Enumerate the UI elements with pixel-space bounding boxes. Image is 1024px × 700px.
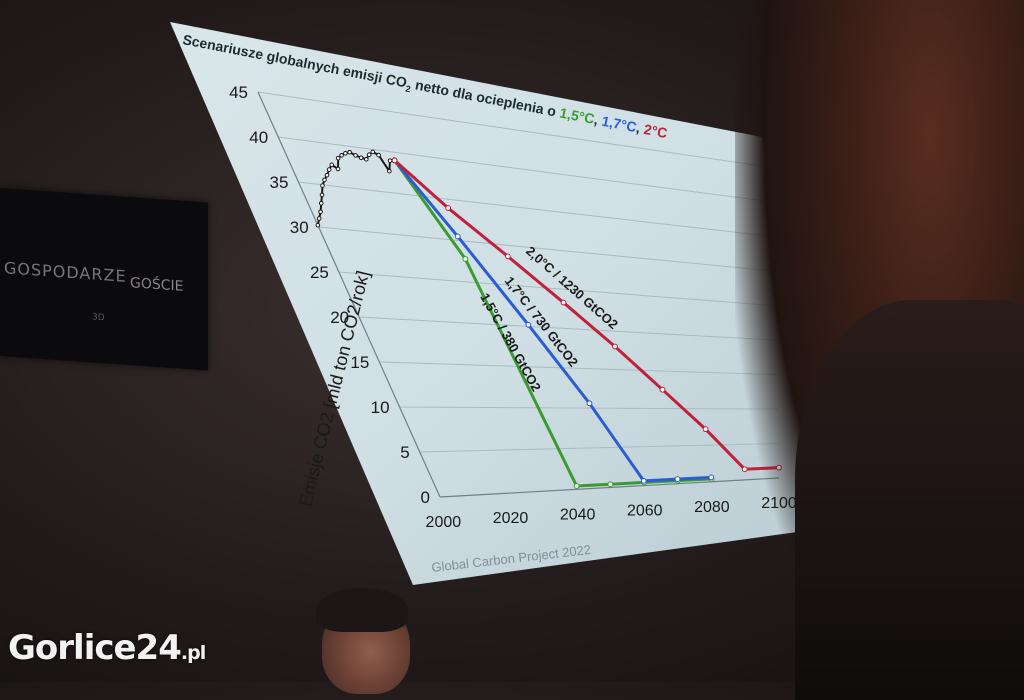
y-gridline [379, 361, 778, 376]
y-gridline [338, 271, 777, 307]
series-point [322, 177, 327, 183]
series-point [462, 256, 469, 262]
y-gridline [298, 181, 776, 238]
series-point [335, 166, 341, 172]
series-point [364, 156, 369, 162]
projection-screen [170, 22, 826, 585]
series-point [573, 483, 580, 489]
y-tick-label: 40 [249, 128, 268, 147]
series-point [358, 155, 364, 161]
series-point [366, 152, 372, 157]
y-gridline [419, 443, 779, 453]
y-tick-label: 20 [330, 308, 349, 327]
x-tick-label: 2060 [627, 503, 663, 520]
series-point [376, 152, 381, 158]
y-gridline [399, 406, 779, 410]
y-tick-label: 25 [310, 263, 329, 282]
watermark-tld: .pl [180, 642, 206, 664]
series-point [326, 167, 332, 172]
y-axis-line [257, 91, 441, 498]
x-axis-line [439, 477, 780, 498]
series-point [391, 157, 398, 164]
title-target-1-5: 1,5°C [558, 104, 596, 126]
series-point [318, 209, 323, 215]
series-point [612, 343, 618, 350]
series-point [339, 152, 344, 158]
y-tick-label: 15 [350, 353, 369, 372]
audience-member-right [735, 0, 1024, 700]
y-tick-label: 5 [400, 443, 409, 462]
y-gridline [257, 91, 776, 169]
series-point [454, 233, 461, 240]
series-point [674, 476, 681, 483]
y-tick-label: 10 [371, 398, 390, 417]
series-point [343, 150, 348, 156]
series-point [335, 155, 341, 161]
y-tick-label: 30 [290, 218, 309, 237]
series-point [329, 162, 335, 168]
y-gridline [318, 226, 777, 272]
y-tick-label: 45 [229, 83, 248, 102]
series-point [525, 321, 532, 328]
title-target-1-7: 1,7°C [600, 113, 638, 135]
series-point [320, 183, 325, 188]
series-point [319, 192, 325, 198]
series-point [370, 149, 376, 155]
y-gridline [359, 316, 778, 341]
title-target-2-0: 2°C [643, 121, 669, 141]
y-tick-label: 35 [270, 173, 289, 192]
series-point [708, 474, 715, 481]
series-point [640, 477, 647, 484]
series-point [316, 216, 322, 221]
x-tick-label: 2000 [426, 514, 462, 531]
series-point [353, 153, 358, 158]
y-tick-label: 0 [421, 488, 430, 507]
audience-member-shoulder [795, 300, 1024, 700]
series-point [387, 158, 393, 163]
series-point [659, 386, 666, 393]
series-point [324, 172, 330, 178]
series-point [560, 299, 567, 306]
series-point [315, 222, 321, 228]
watermark-name: Gorlice24 [8, 628, 182, 668]
series-point [445, 205, 452, 211]
x-tick-label: 2040 [560, 506, 596, 523]
projected-slide: Scenariusze globalnych emisji CO2 netto … [170, 22, 826, 585]
x-tick-label: 2020 [493, 510, 529, 527]
series-point [318, 200, 324, 206]
series-point [607, 481, 614, 488]
series-point [702, 426, 709, 433]
series-point [504, 253, 511, 260]
series-point [586, 400, 593, 407]
watermark-logo: Gorlice24.pl [8, 628, 206, 668]
x-tick-label: 2080 [694, 499, 730, 516]
speaker-head [312, 588, 412, 694]
series-point [387, 168, 392, 174]
speaker-hair [316, 588, 408, 632]
series-point [347, 149, 352, 155]
y-gridline [278, 136, 776, 203]
